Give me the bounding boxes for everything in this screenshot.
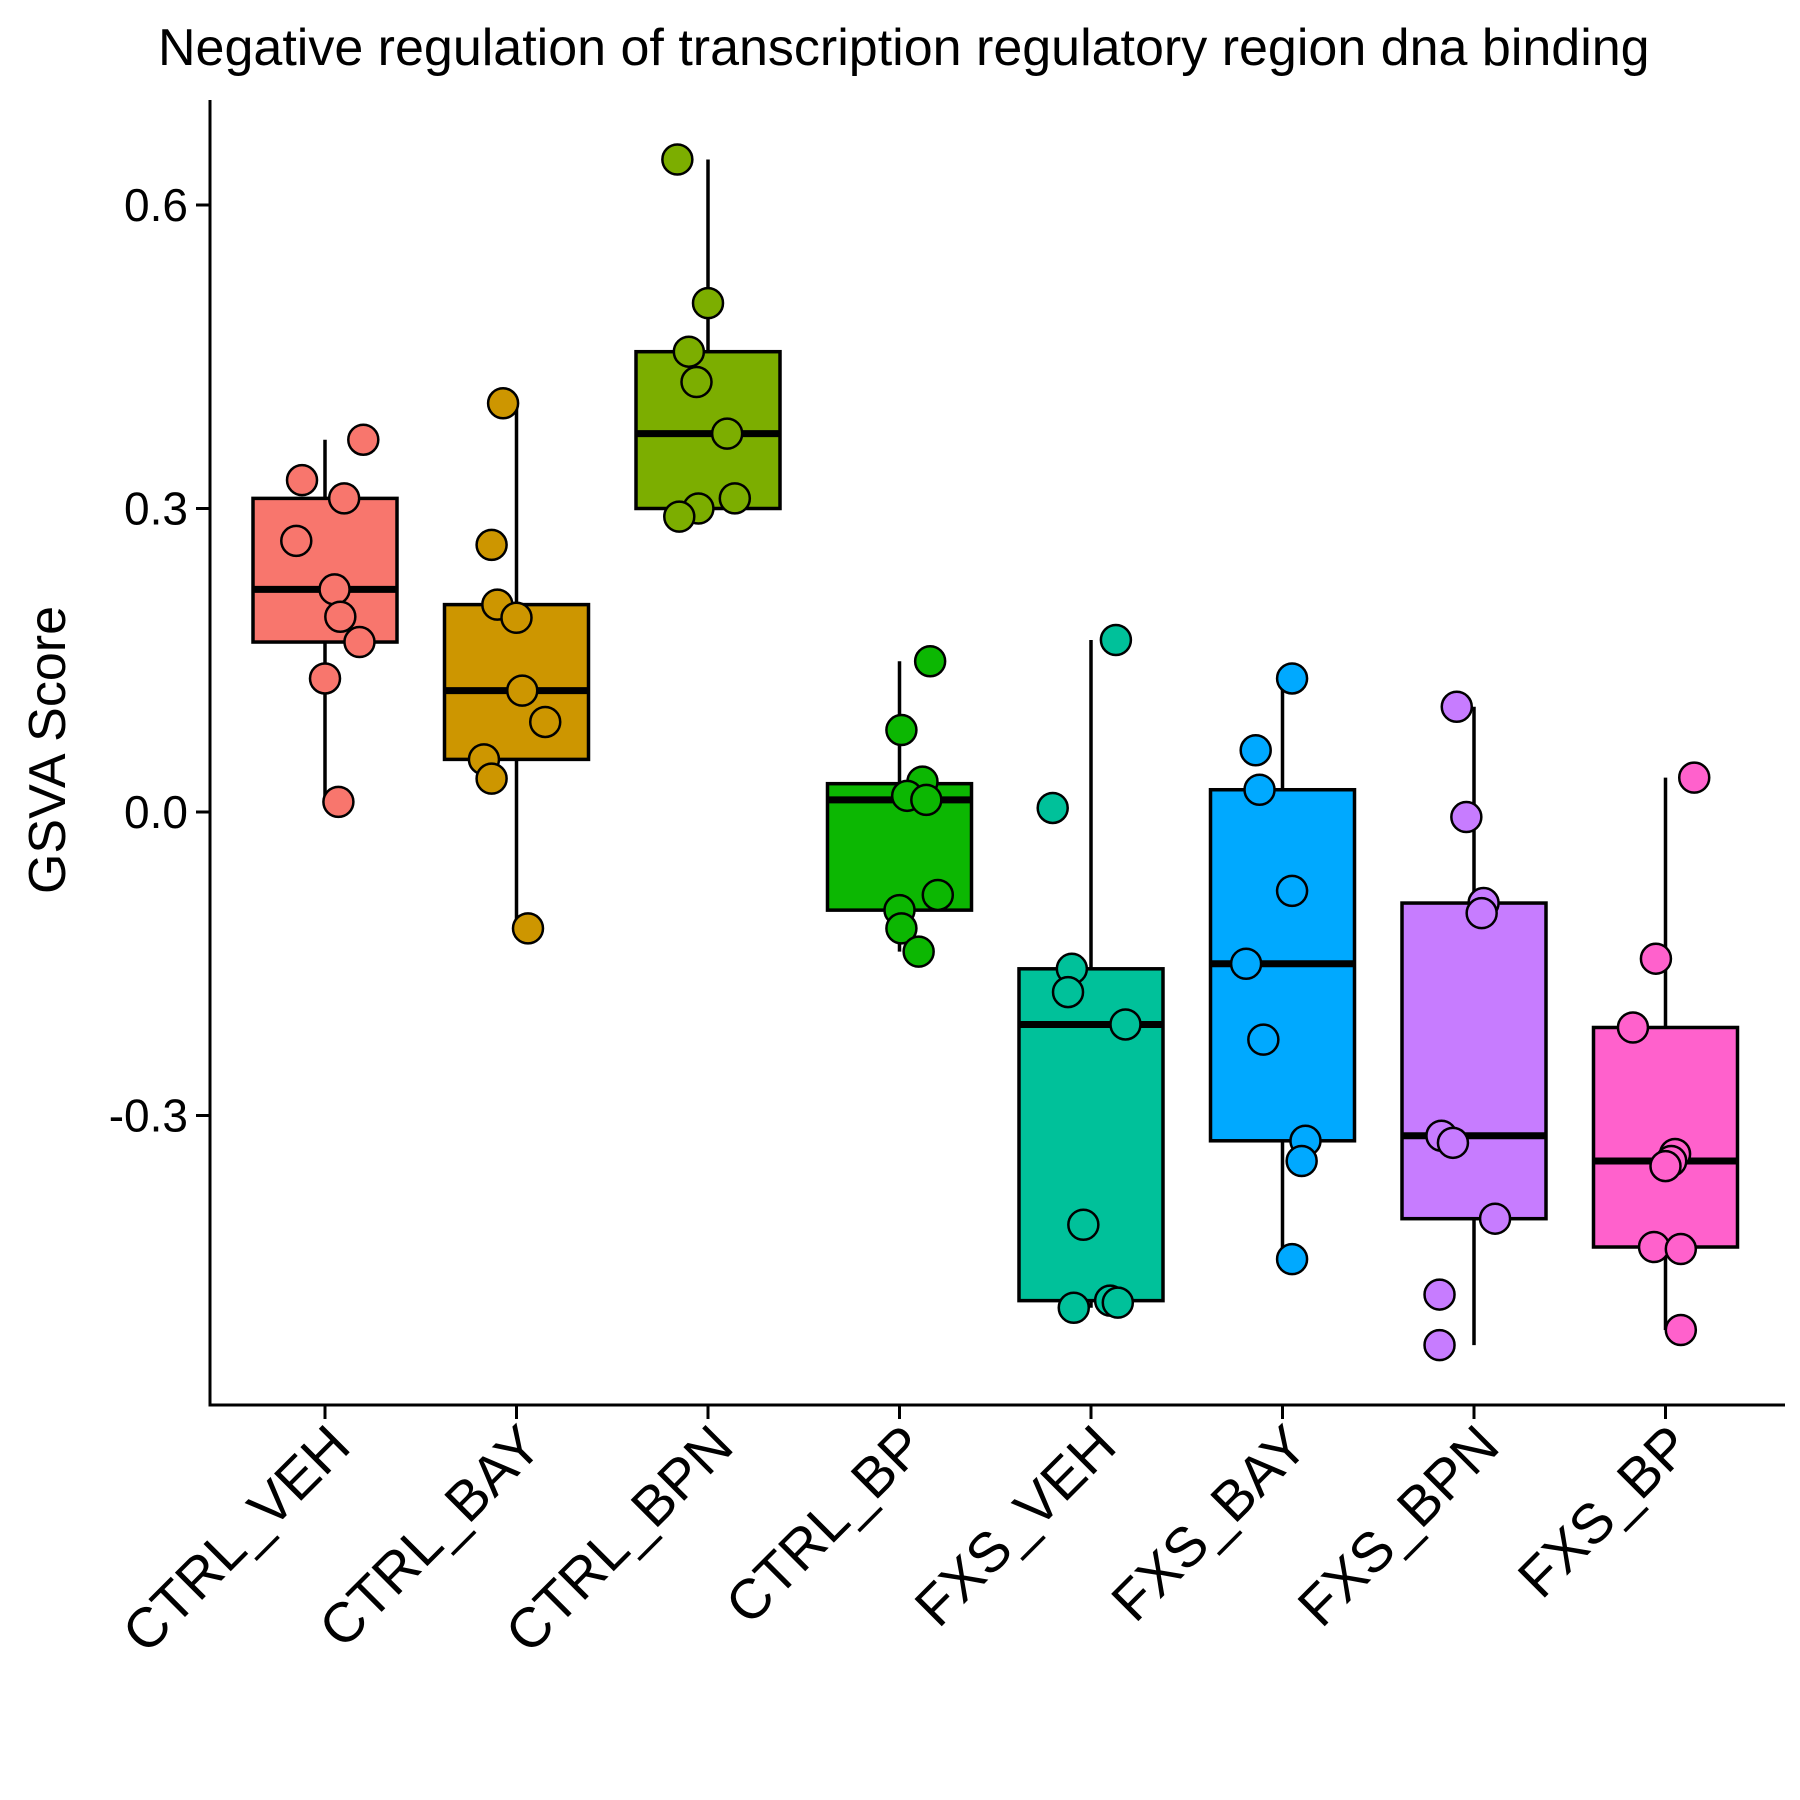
data-point <box>343 625 376 659</box>
data-point <box>1051 975 1085 1009</box>
y-tick-label: 0.0 <box>124 786 188 838</box>
data-point <box>1275 1242 1309 1276</box>
data-point <box>691 286 725 320</box>
data-point <box>1450 800 1483 834</box>
box-group-ctrl-bpn <box>634 143 782 533</box>
y-tick-label: 0.3 <box>124 483 188 535</box>
data-point <box>1616 1011 1650 1044</box>
x-tick-label: FXS_BPN <box>1285 1413 1510 1638</box>
data-point <box>1275 874 1309 908</box>
y-tick-label: 0.6 <box>124 179 188 231</box>
data-point <box>1036 791 1069 825</box>
y-tick-label: -0.3 <box>109 1090 188 1142</box>
data-point <box>505 674 539 707</box>
data-point <box>486 387 520 420</box>
chart-title: Negative regulation of transcription reg… <box>158 19 1650 77</box>
data-point <box>347 423 380 456</box>
data-point <box>1639 942 1673 975</box>
data-point <box>1109 1008 1142 1041</box>
data-point <box>1465 896 1498 930</box>
data-point <box>280 524 313 558</box>
data-point <box>1285 1144 1318 1178</box>
data-point <box>475 528 508 562</box>
data-point <box>322 785 355 819</box>
data-point <box>913 645 947 678</box>
x-tick-label: CTRL_BP <box>713 1413 936 1636</box>
data-point <box>1436 1126 1470 1160</box>
data-point <box>921 878 955 912</box>
box-group-ctrl-bp <box>825 645 974 968</box>
data-point <box>661 143 694 176</box>
data-point <box>324 600 357 633</box>
data-point <box>885 713 918 747</box>
data-point <box>1478 1202 1512 1235</box>
data-point <box>718 482 752 515</box>
data-point <box>1247 1023 1280 1056</box>
data-point <box>1229 947 1263 980</box>
y-axis-label: GSVA Score <box>19 606 77 894</box>
data-point <box>1239 734 1272 767</box>
data-point <box>511 912 545 945</box>
data-point <box>902 935 935 968</box>
box <box>1591 1025 1740 1249</box>
box-group-ctrl-veh <box>251 423 399 819</box>
box <box>1017 967 1165 1303</box>
box <box>1400 901 1548 1221</box>
x-tick-label: FXS_VEH <box>902 1413 1127 1638</box>
data-point <box>1649 1149 1682 1183</box>
data-point <box>1099 623 1133 657</box>
data-point <box>680 365 713 399</box>
box-group-fxs-bay <box>1208 662 1357 1276</box>
data-point <box>710 417 744 450</box>
data-point <box>1067 1208 1100 1242</box>
data-point <box>1664 1232 1698 1266</box>
data-point <box>500 601 533 635</box>
box <box>251 496 399 644</box>
data-point <box>1423 1278 1456 1311</box>
data-point <box>885 912 918 945</box>
data-point <box>1440 690 1474 724</box>
data-point <box>528 705 562 739</box>
data-point <box>1101 1286 1135 1319</box>
box-group-fxs-bpn <box>1400 690 1548 1362</box>
data-point <box>1637 1230 1671 1264</box>
data-point <box>1423 1328 1456 1362</box>
data-point <box>910 783 943 817</box>
data-point <box>1664 1313 1698 1347</box>
data-point <box>475 762 508 795</box>
x-tick-label: FXS_BP <box>1506 1413 1702 1609</box>
data-point <box>672 335 706 368</box>
data-point <box>1243 773 1276 806</box>
data-point <box>1057 1291 1091 1324</box>
data-point <box>1275 662 1309 695</box>
data-point <box>663 500 696 533</box>
box-group-fxs-veh <box>1017 623 1165 1324</box>
data-point <box>327 482 361 515</box>
data-point <box>308 662 342 695</box>
data-point <box>318 573 351 606</box>
data-point <box>285 463 319 497</box>
plot-area <box>251 143 1740 1362</box>
box-group-ctrl-bay <box>442 387 591 945</box>
data-point <box>1677 761 1711 794</box>
x-tick-label: FXS_BAY <box>1099 1413 1319 1633</box>
box-group-fxs-bp <box>1591 761 1740 1347</box>
